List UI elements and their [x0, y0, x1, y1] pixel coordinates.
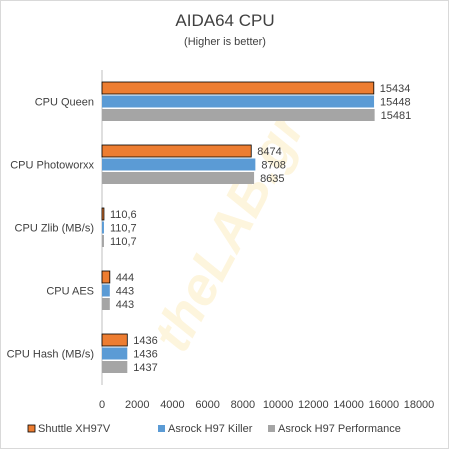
data-label: 8474 [257, 146, 281, 158]
legend-label: Shuttle XH97V [38, 423, 111, 435]
data-label: 1436 [133, 335, 157, 347]
x-tick-label: 16000 [368, 399, 399, 411]
chart-title: AIDA64 CPU [175, 11, 274, 30]
legend: Shuttle XH97V Asrock H97 Killer Asrock H97… [28, 423, 401, 435]
bar [102, 298, 110, 310]
x-tick-label: 6000 [195, 399, 219, 411]
bar [102, 222, 104, 234]
data-label: 15434 [380, 83, 411, 95]
data-label: 110,7 [110, 223, 137, 235]
watermark-logo: theLAB.gr [141, 100, 318, 361]
chart-subtitle: (Higher is better) [184, 36, 266, 48]
x-tick-label: 12000 [298, 399, 329, 411]
category-label: CPU Queen [35, 97, 94, 109]
data-label: 443 [116, 286, 134, 298]
data-label: 8635 [260, 173, 284, 185]
category-label: CPU Zlib (MB/s) [15, 223, 94, 235]
x-tick-label: 8000 [231, 399, 255, 411]
x-tick-label: 4000 [160, 399, 184, 411]
data-label: 15481 [381, 110, 412, 122]
bar [102, 96, 374, 108]
bar [102, 271, 110, 283]
bar [102, 159, 255, 171]
bar [102, 109, 375, 121]
data-label: 8708 [261, 160, 285, 172]
legend-swatch [28, 425, 35, 432]
x-tick-label: 2000 [125, 399, 149, 411]
bar [102, 145, 251, 157]
data-label: 110,6 [110, 209, 137, 221]
bar [102, 361, 127, 373]
x-tick-label: 0 [99, 399, 105, 411]
bar [102, 172, 254, 184]
data-label: 1436 [133, 349, 157, 361]
bar [102, 208, 104, 220]
bar [102, 82, 374, 94]
x-tick-label: 10000 [263, 399, 294, 411]
legend-swatch [158, 425, 165, 432]
legend-swatch [268, 425, 275, 432]
x-tick-label: 14000 [333, 399, 364, 411]
data-label: 443 [116, 299, 134, 311]
x-tick-label: 18000 [404, 399, 435, 411]
legend-label: Asrock H97 Killer [168, 423, 253, 435]
data-label: 110,7 [110, 236, 137, 248]
category-label: CPU Hash (MB/s) [7, 349, 94, 361]
data-label: 15448 [380, 97, 411, 109]
bar [102, 285, 110, 297]
legend-label: Asrock H97 Performance [278, 423, 401, 435]
data-label: 444 [116, 272, 134, 284]
category-label: CPU AES [46, 286, 94, 298]
category-label: CPU Photoworxx [10, 160, 94, 172]
bar [102, 334, 127, 346]
bar [102, 235, 104, 247]
bar [102, 348, 127, 360]
data-label: 1437 [133, 362, 157, 374]
